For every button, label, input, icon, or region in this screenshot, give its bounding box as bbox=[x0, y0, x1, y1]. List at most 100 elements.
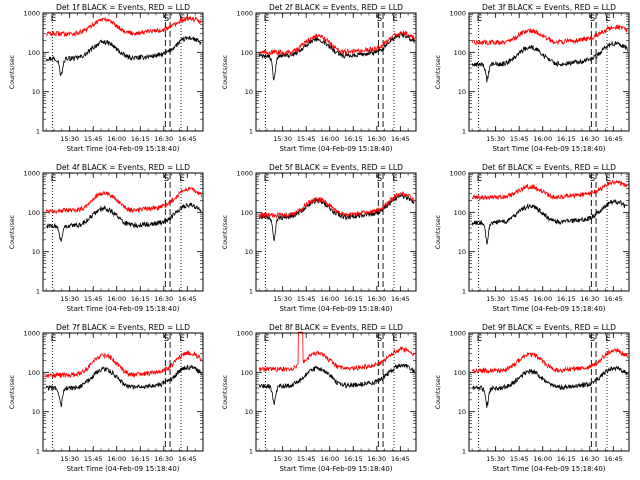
y-tick-label: 100 bbox=[454, 369, 466, 377]
y-tick-label: 100 bbox=[28, 49, 40, 57]
series-line-lld bbox=[46, 15, 202, 37]
y-tick-label: 100 bbox=[454, 209, 466, 217]
y-tick-label: 100 bbox=[28, 209, 40, 217]
panel-title: Det 7f BLACK = Events, RED = LLD bbox=[56, 323, 190, 332]
y-axis-label: Counts/sec bbox=[9, 54, 16, 89]
y-axis-label: Counts/sec bbox=[9, 214, 16, 249]
x-tick-label: 15:30 bbox=[60, 135, 79, 143]
marker-label: E bbox=[605, 334, 611, 344]
plot-frame bbox=[255, 172, 417, 292]
marker-label: E bbox=[51, 334, 57, 344]
x-tick-label: 15:30 bbox=[273, 455, 292, 463]
y-tick-label: 1000 bbox=[236, 10, 253, 18]
plot-frame bbox=[468, 12, 630, 132]
x-tick-label: 15:30 bbox=[273, 135, 292, 143]
x-tick-label: 15:45 bbox=[84, 135, 103, 143]
x-axis-label: Start Time (04-Feb-09 15:18:40) bbox=[492, 305, 605, 313]
y-tick-label: 100 bbox=[241, 209, 253, 217]
series-line-lld bbox=[45, 350, 202, 379]
marker-label: S bbox=[589, 334, 595, 344]
plot-frame bbox=[42, 332, 204, 452]
x-tick-label: 16:15 bbox=[131, 295, 150, 303]
y-axis-label: Counts/sec bbox=[222, 214, 229, 249]
y-tick-label: 1 bbox=[462, 128, 466, 136]
x-tick-label: 16:00 bbox=[107, 135, 126, 143]
panel-title: Det 5f BLACK = Events, RED = LLD bbox=[269, 163, 403, 172]
detector-panel-6: Det 6f BLACK = Events, RED = LLD Counts/s… bbox=[435, 163, 630, 313]
y-tick-label: 1 bbox=[462, 448, 466, 456]
marker-label: S bbox=[376, 174, 382, 184]
detector-panel-5: Det 5f BLACK = Events, RED = LLD Counts/s… bbox=[222, 163, 417, 313]
y-tick-label: 1000 bbox=[236, 330, 253, 338]
x-tick-label: 16:45 bbox=[178, 455, 197, 463]
x-tick-label: 16:45 bbox=[178, 295, 197, 303]
x-axis-label: Start Time (04-Feb-09 15:18:40) bbox=[66, 305, 179, 313]
y-tick-label: 1 bbox=[36, 288, 40, 296]
plot-frame bbox=[468, 172, 630, 292]
x-tick-label: 16:15 bbox=[344, 135, 363, 143]
x-axis-label: Start Time (04-Feb-09 15:18:40) bbox=[492, 145, 605, 153]
x-tick-label: 16:45 bbox=[391, 455, 410, 463]
x-tick-label: 15:45 bbox=[297, 135, 316, 143]
series-line-events bbox=[471, 366, 628, 408]
x-tick-label: 16:30 bbox=[154, 135, 173, 143]
y-tick-label: 1000 bbox=[449, 170, 466, 178]
x-tick-label: 16:15 bbox=[131, 455, 150, 463]
y-tick-label: 100 bbox=[28, 369, 40, 377]
y-tick-label: 10 bbox=[458, 408, 466, 416]
plot-frame bbox=[255, 332, 417, 452]
marker-label: E bbox=[51, 14, 57, 24]
y-tick-label: 10 bbox=[32, 408, 40, 416]
x-tick-label: 16:00 bbox=[320, 455, 339, 463]
y-tick-label: 10 bbox=[245, 408, 253, 416]
marker-label: E bbox=[605, 14, 611, 24]
x-tick-label: 16:30 bbox=[154, 295, 173, 303]
marker-label: S bbox=[163, 14, 169, 24]
y-tick-label: 1 bbox=[462, 288, 466, 296]
marker-label: S bbox=[376, 14, 382, 24]
series-line-events bbox=[471, 199, 628, 245]
x-tick-label: 15:45 bbox=[510, 135, 529, 143]
panel-title: Det 1f BLACK = Events, RED = LLD bbox=[56, 3, 190, 12]
x-tick-label: 16:15 bbox=[344, 455, 363, 463]
x-tick-label: 15:45 bbox=[297, 455, 316, 463]
y-tick-label: 1000 bbox=[449, 10, 466, 18]
x-tick-label: 15:45 bbox=[84, 295, 103, 303]
x-tick-label: 15:45 bbox=[510, 295, 529, 303]
marker-label: E bbox=[605, 174, 611, 184]
panel-title: Det 3f BLACK = Events, RED = LLD bbox=[482, 3, 616, 12]
detector-panel-7: Det 7f BLACK = Events, RED = LLD Counts/s… bbox=[9, 323, 204, 473]
marker-label: E bbox=[477, 334, 483, 344]
x-tick-label: 16:15 bbox=[131, 135, 150, 143]
marker-label: E bbox=[392, 334, 398, 344]
x-tick-label: 16:15 bbox=[557, 135, 576, 143]
x-tick-label: 16:15 bbox=[557, 455, 576, 463]
panel-title: Det 2f BLACK = Events, RED = LLD bbox=[269, 3, 403, 12]
x-tick-label: 15:30 bbox=[486, 295, 505, 303]
detector-panel-9: Det 9f BLACK = Events, RED = LLD Counts/s… bbox=[435, 323, 630, 473]
y-tick-label: 1000 bbox=[23, 170, 40, 178]
marker-label: E bbox=[477, 14, 483, 24]
plot-frame bbox=[42, 12, 204, 132]
y-tick-label: 10 bbox=[458, 248, 466, 256]
y-tick-label: 1000 bbox=[449, 330, 466, 338]
marker-label: E bbox=[477, 174, 483, 184]
marker-label: E bbox=[264, 14, 270, 24]
x-axis-label: Start Time (04-Feb-09 15:18:40) bbox=[279, 465, 392, 473]
series-line-lld bbox=[471, 24, 628, 46]
y-tick-label: 1 bbox=[36, 448, 40, 456]
marker-label: E bbox=[392, 174, 398, 184]
x-axis-label: Start Time (04-Feb-09 15:18:40) bbox=[66, 145, 179, 153]
y-axis-label: Counts/sec bbox=[222, 374, 229, 409]
panel-title: Det 8f BLACK = Events, RED = LLD bbox=[269, 323, 403, 332]
y-tick-label: 1000 bbox=[23, 330, 40, 338]
x-tick-label: 16:30 bbox=[580, 295, 599, 303]
y-tick-label: 1 bbox=[249, 288, 253, 296]
marker-label: E bbox=[179, 174, 185, 184]
y-tick-label: 1 bbox=[249, 128, 253, 136]
series-line-lld bbox=[258, 30, 415, 56]
detector-panel-1: Det 1f BLACK = Events, RED = LLD Counts/s… bbox=[9, 3, 204, 153]
series-line-events bbox=[258, 192, 415, 242]
x-tick-label: 15:30 bbox=[486, 455, 505, 463]
